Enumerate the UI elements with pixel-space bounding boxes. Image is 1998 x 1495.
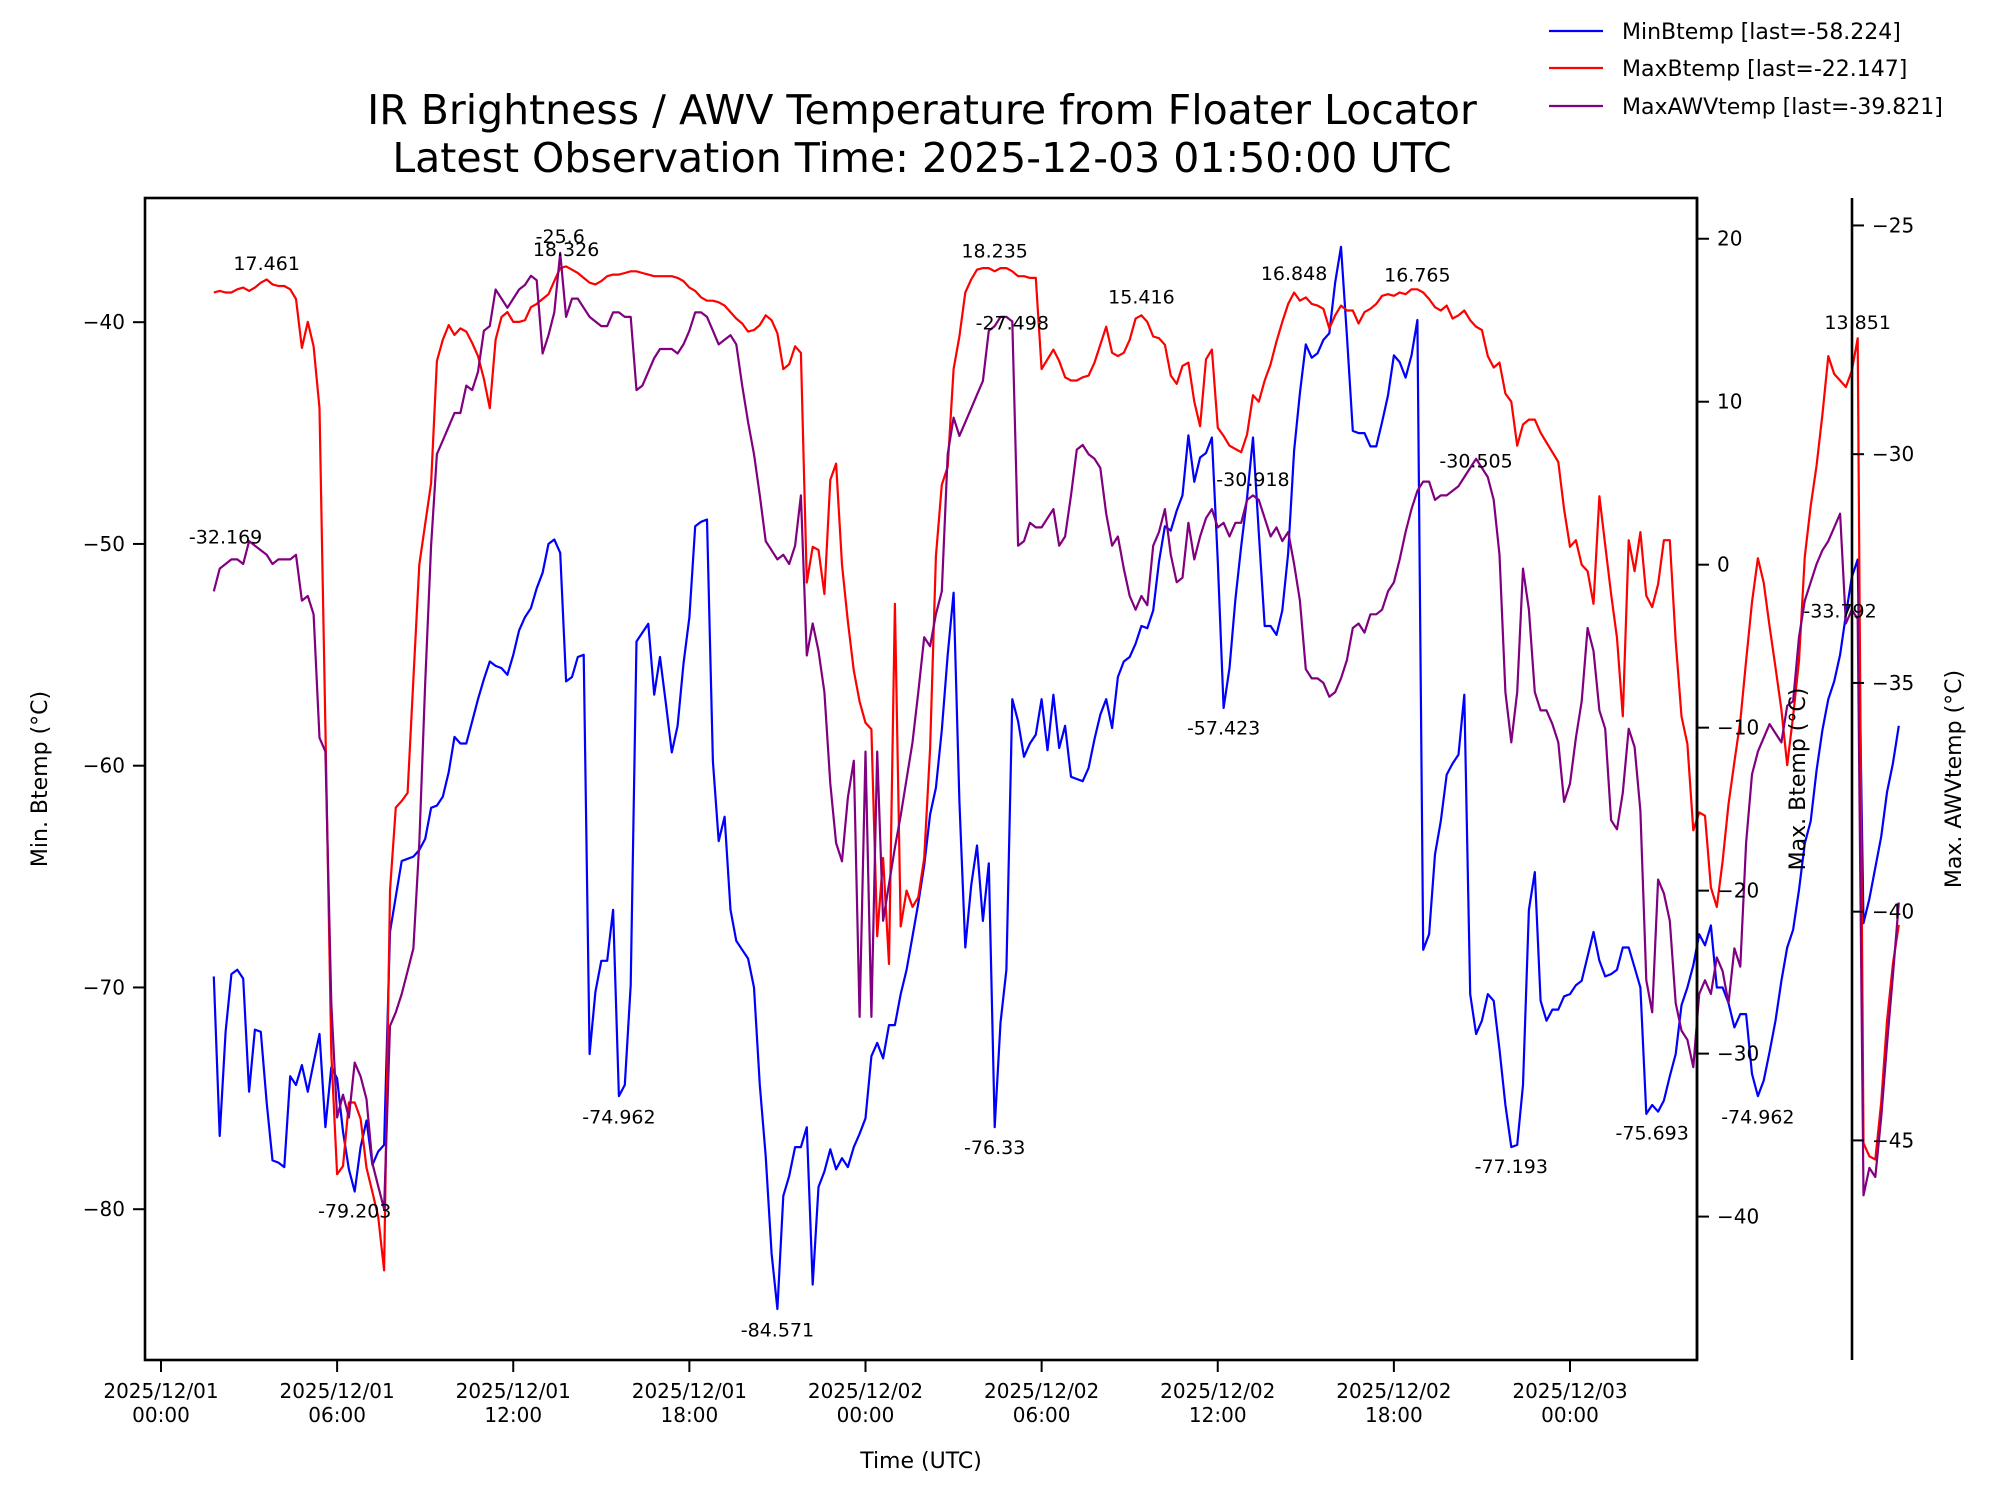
x-tick-sublabel-1: 06:00 [308,1403,366,1427]
x-tick-label-6: 2025/12/02 [1160,1379,1275,1403]
x-axis: 2025/12/0100:002025/12/0106:002025/12/01… [103,1360,1628,1427]
y-tick-label-max-2: −20 [1717,879,1759,903]
y-tick-label-max-0: −40 [1717,1205,1759,1229]
y-tick-label-min-3: −50 [83,532,125,556]
y-tick-label-min-0: −80 [83,1197,125,1221]
value-annotation-20: -33.792 [1803,601,1876,623]
legend: MinBtemp [last=-58.224] MaxBtemp [last=-… [1549,20,1943,120]
value-annotation-14: 13.851 [1824,312,1890,334]
x-tick-sublabel-5: 06:00 [1013,1403,1071,1427]
x-tick-label-3: 2025/12/01 [632,1379,747,1403]
y-axis-max-label: Max. Btemp (°C) [1786,688,1811,871]
x-tick-label-1: 2025/12/01 [279,1379,394,1403]
series-line-maxawvtemp [212,251,1900,1211]
value-annotation-8: 17.461 [233,253,299,275]
x-tick-sublabel-7: 18:00 [1365,1403,1423,1427]
y-tick-label-min-1: −70 [83,975,125,999]
legend-label-maxawvtemp: MaxAWVtemp [last=-39.821] [1622,95,1943,120]
y-tick-label-max-4: 0 [1717,553,1730,577]
value-annotation-16: -25.6 [536,226,585,248]
y-tick-label-max-1: −30 [1717,1042,1759,1066]
y-tick-label-max-5: 10 [1717,390,1742,414]
x-tick-sublabel-6: 12:00 [1189,1403,1247,1427]
y-axis-max-btemp: −40 −30 −20 −10 0 10 20 [1695,198,1759,1360]
value-annotation-18: -30.918 [1216,469,1289,491]
y-tick-label-awv-1: −40 [1872,900,1914,924]
series-line-minbtemp [212,245,1900,1311]
y-tick-label-min-2: −60 [83,754,125,778]
series-layer [212,245,1900,1311]
y-tick-label-awv-3: −30 [1872,442,1914,466]
value-annotation-2: -84.571 [741,1320,814,1342]
value-annotation-12: 16.848 [1261,263,1327,285]
x-tick-label-4: 2025/12/02 [808,1379,923,1403]
series-line-maxbtemp [213,265,1900,1272]
x-tick-label-0: 2025/12/01 [103,1379,218,1403]
legend-label-maxbtemp: MaxBtemp [last=-22.147] [1622,57,1907,82]
value-annotation-7: -74.962 [1721,1106,1794,1128]
x-tick-label-5: 2025/12/02 [984,1379,1099,1403]
x-axis-label: Time (UTC) [859,1449,982,1474]
value-annotation-1: -74.962 [582,1106,655,1128]
value-annotation-5: -77.193 [1475,1156,1548,1178]
y-axis-max-awvtemp: −45 −40 −35 −30 −25 [1850,198,1914,1360]
value-annotation-17: -27.498 [976,313,1049,335]
value-annotation-11: 15.416 [1108,286,1174,308]
value-annotation-6: -75.693 [1616,1123,1689,1145]
value-annotation-4: -57.423 [1187,718,1260,740]
y-axis-min-btemp: −80 −70 −60 −50 −40 [83,310,145,1221]
x-tick-sublabel-8: 00:00 [1541,1403,1599,1427]
y-tick-label-awv-0: −45 [1872,1128,1914,1152]
y-tick-label-awv-2: −35 [1872,671,1914,695]
value-annotation-3: -76.33 [964,1137,1025,1159]
y-axis-awv-label: Max. AWVtemp (°C) [1942,670,1967,888]
value-annotation-13: 16.765 [1384,264,1450,286]
y-tick-label-max-6: 20 [1717,227,1742,251]
y-axis-min-label: Min. Btemp (°C) [28,691,53,867]
y-tick-label-min-4: −40 [83,310,125,334]
x-tick-label-7: 2025/12/02 [1336,1379,1451,1403]
y-tick-label-awv-4: −25 [1872,213,1914,237]
chart-title: IR Brightness / AWV Temperature from Flo… [367,86,1477,134]
x-tick-sublabel-3: 18:00 [661,1403,719,1427]
value-annotation-10: 18.235 [961,241,1027,263]
value-annotation-0: -79.203 [318,1201,391,1223]
y-tick-label-max-3: −10 [1717,716,1759,740]
value-annotation-15: -32.169 [189,526,262,548]
chart-subtitle: Latest Observation Time: 2025-12-03 01:5… [392,134,1451,182]
x-tick-label-2: 2025/12/01 [456,1379,571,1403]
value-annotation-9: 18.326 [533,239,599,261]
x-tick-sublabel-0: 00:00 [132,1403,190,1427]
x-tick-sublabel-2: 12:00 [484,1403,542,1427]
value-annotation-19: -30.505 [1439,450,1512,472]
x-tick-label-8: 2025/12/03 [1512,1379,1627,1403]
x-tick-sublabel-4: 00:00 [837,1403,895,1427]
legend-label-minbtemp: MinBtemp [last=-58.224] [1622,20,1901,45]
annotation-layer: -79.203 -74.962 -84.571 -76.33 -57.423 -77.19… [189,226,1891,1342]
